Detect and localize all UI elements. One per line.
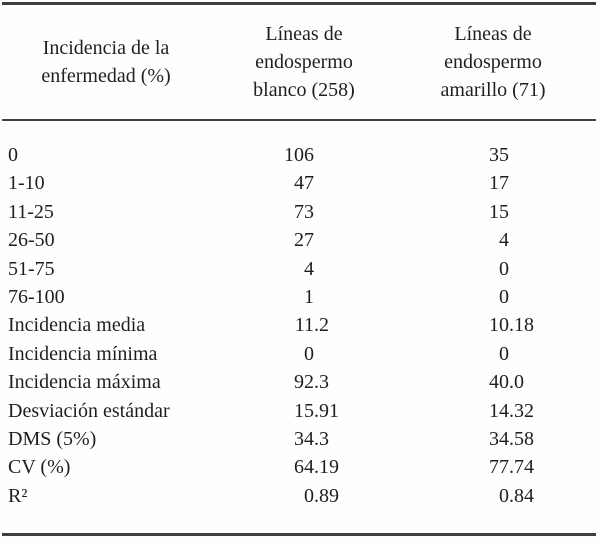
row-label: 76-100	[8, 285, 65, 308]
row-label: CV (%)	[8, 456, 71, 479]
value-fraction-part: .58	[509, 427, 534, 450]
value-integer-part: 1	[304, 285, 314, 308]
value-fraction-part: .3	[314, 427, 329, 450]
table-top-rule	[2, 2, 596, 5]
value-fraction-part: .89	[314, 484, 339, 507]
row-label: Desviación estándar	[8, 399, 170, 422]
value-integer-part: 15	[489, 200, 509, 223]
value-endospermo-blanco: 0	[225, 340, 345, 368]
row-label: 0	[8, 144, 18, 166]
value-endospermo-amarillo: 34.58	[420, 425, 540, 453]
value-endospermo-amarillo: 35	[420, 141, 540, 169]
table-row: 76-100 1 0	[0, 283, 600, 311]
column-header-endospermo-amarillo: Líneas de endospermo amarillo (71)	[440, 23, 546, 101]
value-integer-part: 27	[294, 229, 314, 252]
value-integer-part: 34	[489, 427, 509, 450]
table-row: DMS (5%) 34.3 34.58	[0, 425, 600, 453]
value-endospermo-blanco: 11.2	[225, 311, 345, 339]
value-fraction-part: .3	[314, 371, 329, 394]
value-endospermo-blanco: 92.3	[225, 368, 345, 396]
table-row: Incidencia media 11.2 10.18	[0, 311, 600, 339]
table-row: 1-10 47 17	[0, 169, 600, 197]
value-integer-part: 34	[294, 427, 314, 450]
value-fraction-part: .84	[509, 484, 534, 507]
value-integer-part: 0	[499, 484, 509, 507]
table-header-rule	[2, 119, 596, 121]
value-integer-part: 11	[294, 314, 314, 337]
value-endospermo-amarillo: 0	[420, 255, 540, 283]
value-endospermo-blanco: 1	[225, 283, 345, 311]
row-label: 1-10	[8, 172, 45, 195]
table-row: 11-25 73 15	[0, 198, 600, 226]
row-label: 26-50	[8, 229, 55, 252]
value-integer-part: 10	[489, 314, 509, 337]
value-endospermo-amarillo: 0.84	[420, 482, 540, 510]
table-row: R² 0.89 0.84	[0, 482, 600, 510]
table-row: CV (%) 64.19 77.74	[0, 453, 600, 481]
value-fraction-part: .19	[314, 456, 339, 479]
row-label: DMS (5%)	[8, 427, 97, 450]
value-integer-part: 0	[304, 484, 314, 507]
value-endospermo-amarillo: 0	[420, 340, 540, 368]
table-row: Incidencia mínima 0 0	[0, 340, 600, 368]
value-fraction-part: .32	[509, 399, 534, 422]
row-label: Incidencia mínima	[8, 342, 158, 365]
value-endospermo-blanco: 64.19	[225, 453, 345, 481]
value-endospermo-amarillo: 77.74	[420, 453, 540, 481]
table-row: 51-75 4 0	[0, 255, 600, 283]
table-row: 26-50 27 4	[0, 226, 600, 254]
value-integer-part: 35	[489, 144, 509, 166]
value-integer-part: 64	[294, 456, 314, 479]
value-fraction-part: .2	[314, 314, 329, 337]
value-fraction-part: .18	[509, 314, 534, 337]
value-integer-part: 14	[489, 399, 509, 422]
row-label: Incidencia máxima	[8, 371, 161, 394]
value-integer-part: 15	[294, 399, 314, 422]
value-fraction-part: .91	[314, 399, 339, 422]
table-row: 0 106 35	[0, 141, 600, 169]
column-header-endospermo-blanco: Líneas de endospermo blanco (258)	[253, 23, 355, 101]
value-endospermo-blanco: 27	[225, 226, 345, 254]
value-integer-part: 73	[294, 200, 314, 223]
value-endospermo-amarillo: 17	[420, 169, 540, 197]
value-integer-part: 0	[499, 342, 509, 365]
value-integer-part: 47	[294, 172, 314, 195]
value-endospermo-blanco: 34.3	[225, 425, 345, 453]
value-integer-part: 0	[499, 257, 509, 280]
value-endospermo-amarillo: 14.32	[420, 397, 540, 425]
value-fraction-part: .0	[509, 371, 524, 394]
value-endospermo-amarillo: 15	[420, 198, 540, 226]
value-integer-part: 77	[489, 456, 509, 479]
value-integer-part: 92	[294, 371, 314, 394]
table-bottom-rule	[2, 533, 596, 536]
value-integer-part: 4	[304, 257, 314, 280]
value-integer-part: 106	[284, 144, 314, 166]
row-label: R²	[8, 484, 28, 507]
value-endospermo-amarillo: 10.18	[420, 311, 540, 339]
value-integer-part: 4	[499, 229, 509, 252]
table-header: Incidencia de la enfermedad (%) Líneas d…	[0, 5, 600, 119]
value-endospermo-amarillo: 40.0	[420, 368, 540, 396]
value-endospermo-blanco: 4	[225, 255, 345, 283]
value-integer-part: 40	[489, 371, 509, 394]
row-label: Incidencia media	[8, 314, 146, 337]
value-integer-part: 0	[499, 285, 509, 308]
table-body: 0 106 35 1-10 47 17 11-25 73 15 26-50 27…	[0, 141, 600, 510]
value-endospermo-blanco: 15.91	[225, 397, 345, 425]
value-integer-part: 17	[489, 172, 509, 195]
row-label: 11-25	[8, 200, 54, 223]
value-integer-part: 0	[304, 342, 314, 365]
value-endospermo-amarillo: 4	[420, 226, 540, 254]
table-row: Incidencia máxima 92.3 40.0	[0, 368, 600, 396]
table-row: Desviación estándar 15.91 14.32	[0, 397, 600, 425]
value-endospermo-blanco: 106	[225, 141, 345, 169]
value-endospermo-blanco: 47	[225, 169, 345, 197]
value-fraction-part: .74	[509, 456, 534, 479]
row-label: 51-75	[8, 257, 55, 280]
value-endospermo-amarillo: 0	[420, 283, 540, 311]
value-endospermo-blanco: 0.89	[225, 482, 345, 510]
column-header-incidencia: Incidencia de la enfermedad (%)	[41, 37, 171, 87]
value-endospermo-blanco: 73	[225, 198, 345, 226]
